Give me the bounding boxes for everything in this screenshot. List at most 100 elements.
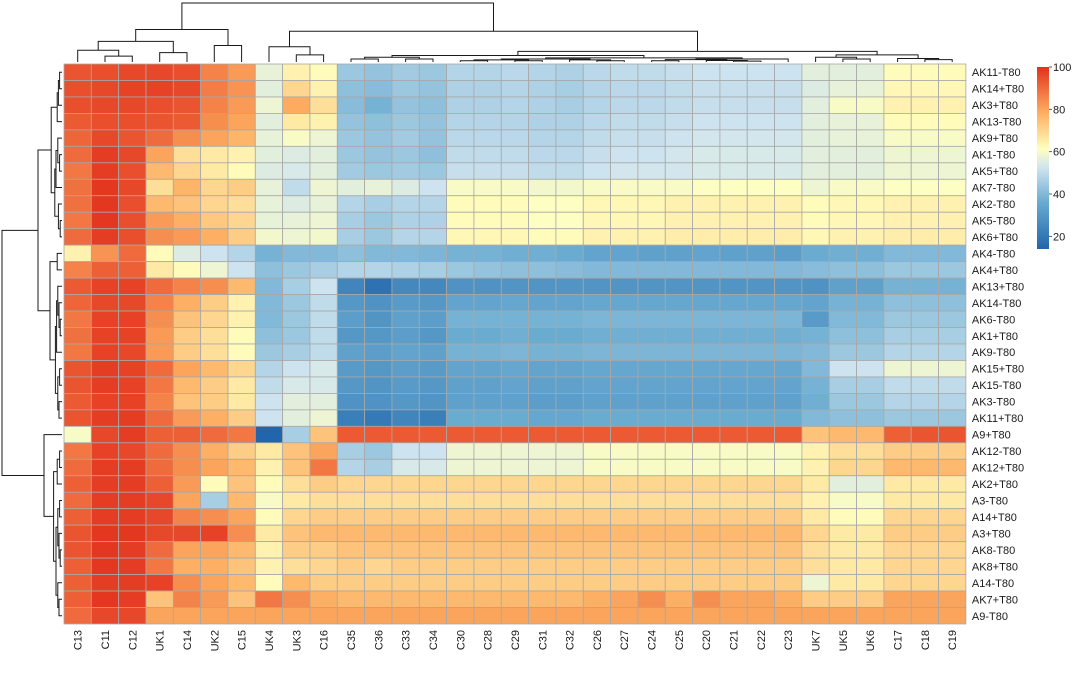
heatmap-cell — [90, 310, 120, 328]
heatmap-cell — [746, 129, 775, 147]
heatmap-cell — [145, 392, 174, 411]
heatmap-cell — [692, 607, 721, 625]
heatmap-cell — [856, 442, 885, 460]
heatmap-cell — [90, 162, 120, 180]
heatmap-cell — [555, 491, 584, 510]
heatmap-cell — [145, 458, 174, 477]
heatmap-cell — [200, 277, 229, 295]
heatmap-cell — [610, 425, 639, 444]
heatmap-cell — [774, 425, 803, 444]
heatmap-cell — [63, 475, 92, 493]
heatmap-cell — [446, 475, 475, 493]
heatmap-cell — [227, 392, 256, 411]
heatmap-cell — [582, 392, 612, 411]
heatmap-cell — [774, 310, 803, 328]
row-label: AK6-T80 — [972, 314, 1015, 326]
heatmap-cell — [719, 327, 748, 345]
heatmap-cell — [664, 228, 693, 246]
heatmap-cell — [719, 557, 748, 575]
row-label: AK5+T80 — [972, 166, 1018, 178]
heatmap-cell — [145, 409, 174, 427]
heatmap-cell — [582, 590, 612, 608]
heatmap-cell — [692, 294, 721, 312]
heatmap-cell — [856, 113, 885, 131]
heatmap-cell — [610, 491, 639, 510]
heatmap-cell — [473, 228, 502, 246]
heatmap-cell — [719, 129, 748, 147]
heatmap-cell — [446, 63, 475, 81]
row-dendrogram-branch — [57, 80, 62, 106]
heatmap-cell — [418, 360, 448, 378]
heatmap-cell — [610, 294, 639, 312]
heatmap-cell — [473, 376, 502, 394]
column-label: C11 — [100, 630, 112, 649]
heatmap-cell — [774, 508, 803, 526]
row-label: AK3-T80 — [972, 397, 1015, 409]
heatmap-cell — [719, 475, 748, 493]
heatmap-cell — [856, 162, 885, 180]
heatmap-cell — [719, 425, 748, 444]
color-legend: 20 40 60 80 100 — [1037, 62, 1071, 249]
heatmap-cell — [801, 129, 830, 147]
heatmap-cell — [555, 376, 584, 394]
heatmap-cell — [582, 327, 612, 345]
heatmap-cell — [446, 129, 475, 147]
heatmap-cell — [500, 458, 530, 477]
heatmap-cell — [774, 261, 803, 279]
heatmap-cell — [254, 162, 284, 180]
heatmap-cell — [172, 376, 202, 394]
heatmap-cell — [500, 63, 530, 81]
row-labels: AK11-T80 AK14+T80 AK3+T80 AK13-T80 AK9+T80 AK… — [972, 67, 1024, 623]
column-dendrogram-branch — [924, 59, 953, 62]
heatmap-cell — [309, 261, 338, 279]
heatmap-cell — [910, 409, 939, 427]
heatmap-cell — [910, 145, 939, 164]
heatmap-cell — [145, 310, 174, 328]
column-label: UK6 — [865, 630, 877, 651]
row-label: A14-T80 — [972, 578, 1014, 590]
heatmap-cell — [883, 277, 912, 295]
heatmap-cell — [145, 261, 174, 279]
heatmap-cell — [336, 590, 366, 608]
heatmap-cell — [254, 113, 284, 131]
heatmap-cell — [391, 392, 420, 411]
heatmap-cell — [664, 458, 693, 477]
heatmap-cell — [200, 360, 229, 378]
heatmap-cell — [446, 360, 475, 378]
heatmap-cell — [309, 392, 338, 411]
heatmap-cell — [746, 458, 775, 477]
row-dendrogram-branch — [54, 168, 59, 217]
heatmap-cell — [774, 96, 803, 114]
heatmap-cell — [883, 294, 912, 312]
heatmap-cell — [90, 261, 120, 279]
heatmap-cell — [664, 261, 693, 279]
heatmap-cell — [336, 228, 366, 246]
heatmap-cell — [500, 261, 530, 279]
heatmap-cell — [63, 360, 92, 378]
heatmap-cell — [883, 145, 912, 164]
heatmap-cell — [172, 228, 202, 246]
heatmap-cell — [664, 195, 693, 213]
heatmap-cell — [856, 327, 885, 345]
heatmap-cell — [63, 425, 92, 444]
heatmap-cell — [828, 508, 857, 526]
heatmap-cell — [200, 178, 229, 197]
heatmap-cell — [856, 195, 885, 213]
row-dendrogram-branch — [55, 150, 62, 188]
heatmap-cell — [801, 277, 830, 295]
heatmap-cell — [692, 113, 721, 131]
heatmap-cell — [200, 96, 229, 114]
heatmap-cell — [610, 244, 639, 263]
heatmap-cell — [883, 607, 912, 625]
heatmap-cell — [63, 508, 92, 526]
heatmap-cell — [418, 607, 448, 625]
row-label: AK13-T80 — [972, 117, 1022, 129]
heatmap-cell — [282, 425, 311, 444]
heatmap-cell — [254, 524, 284, 543]
heatmap-cell — [910, 574, 939, 592]
heatmap-cell — [664, 327, 693, 345]
heatmap-cell — [582, 178, 612, 197]
heatmap-cell — [172, 343, 202, 361]
heatmap-cell — [856, 590, 885, 608]
heatmap-cell — [746, 475, 775, 493]
